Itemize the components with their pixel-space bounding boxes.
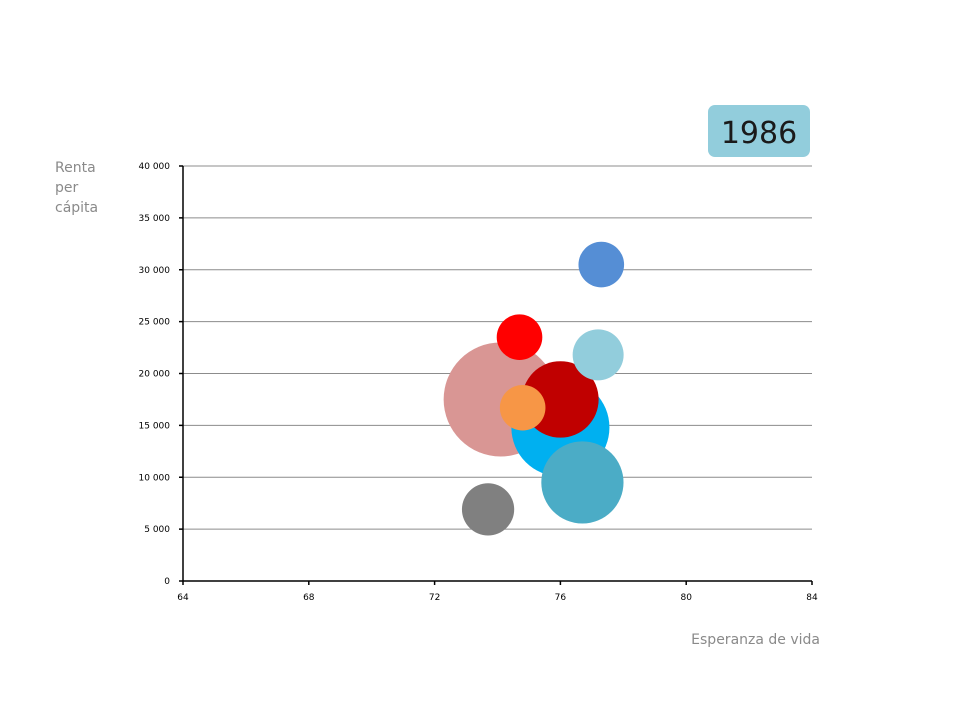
bubble xyxy=(541,441,624,524)
x-tick-label-group: 64 xyxy=(174,592,192,604)
y-tick-label-group: 30 000 xyxy=(136,264,173,277)
x-tick-label: 76 xyxy=(555,593,567,603)
y-tick-label-group: 0 xyxy=(161,576,173,588)
y-tick-label-group: 25 000 xyxy=(136,316,173,329)
y-tick-label: 40 000 xyxy=(139,162,171,172)
y-tick-label: 0 xyxy=(164,577,170,587)
year-label: 1986 xyxy=(721,116,797,151)
x-tick-label-group: 80 xyxy=(677,592,695,604)
y-axis-title: Renta per cápita xyxy=(55,160,100,216)
bubble xyxy=(572,329,624,381)
bubble xyxy=(496,314,543,360)
x-tick-label: 72 xyxy=(429,593,440,603)
axes xyxy=(179,165,813,585)
tick-labels: 0 5 000 10 000 15 000 20 000 25 000 30 000 35 0… xyxy=(136,161,821,604)
x-tick-label: 64 xyxy=(177,593,189,603)
y-axis-title-line-1: Renta xyxy=(55,160,96,176)
x-tick-label-group: 68 xyxy=(300,592,318,604)
x-tick-label-group: 76 xyxy=(552,592,569,604)
y-tick-label: 20 000 xyxy=(139,370,171,380)
x-tick-label: 68 xyxy=(303,593,315,603)
y-tick-label: 5 000 xyxy=(144,525,170,535)
year-badge: 1986 xyxy=(708,105,810,157)
y-tick-label-group: 40 000 xyxy=(136,161,173,173)
y-tick-label: 35 000 xyxy=(139,214,171,224)
y-axis-title-line-3: cápita xyxy=(55,200,98,216)
x-tick-label-group: 72 xyxy=(426,592,443,604)
bubble xyxy=(499,384,546,431)
y-tick-label-group: 10 000 xyxy=(136,472,173,485)
bubble xyxy=(578,241,625,288)
y-tick-label-group: 5 000 xyxy=(141,524,173,537)
x-axis-title: Esperanza de vida xyxy=(691,632,820,648)
y-tick-label: 30 000 xyxy=(139,266,171,276)
x-tick-label: 84 xyxy=(806,593,818,603)
y-tick-label-group: 15 000 xyxy=(136,420,173,433)
bubble xyxy=(461,483,515,536)
y-axis-title-line-2: per xyxy=(55,180,79,196)
y-tick-label: 25 000 xyxy=(139,318,171,328)
y-tick-label-group: 35 000 xyxy=(136,212,173,225)
year-badge-background xyxy=(708,105,810,157)
bubbles xyxy=(443,241,625,536)
y-tick-label: 15 000 xyxy=(139,421,171,431)
x-tick-label: 80 xyxy=(680,593,692,603)
y-tick-label-group: 20 000 xyxy=(136,368,173,381)
y-tick-label: 10 000 xyxy=(139,473,171,483)
x-tick-label-group: 84 xyxy=(803,592,821,604)
